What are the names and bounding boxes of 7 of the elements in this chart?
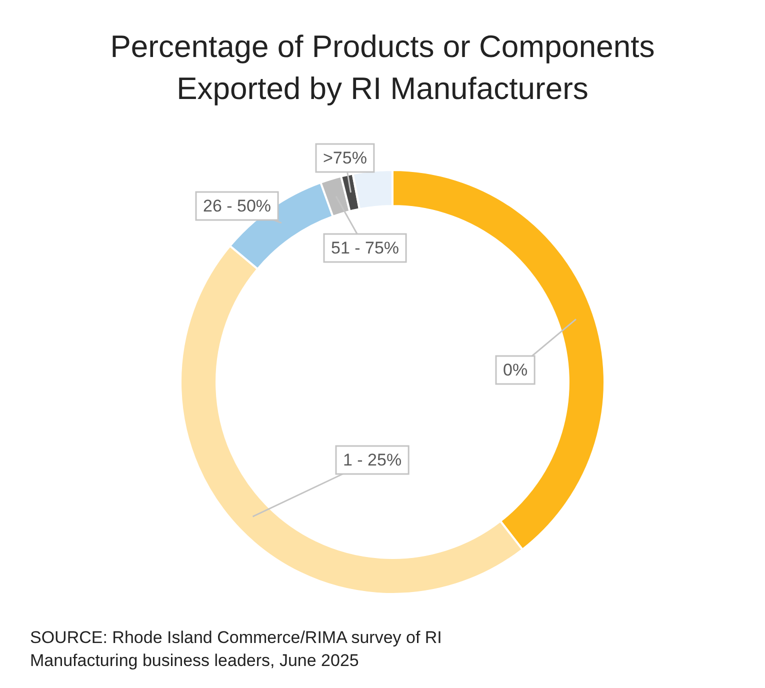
slice-label: 0% (502, 360, 528, 380)
slice-label: >75% (323, 148, 367, 168)
chart-title: Percentage of Products or Components Exported by RI Manufacturers (109, 28, 656, 108)
source-note: SOURCE: Rhode Island Commerce/RIMA survey of RI Manufacturing business leaders, June 2025 (30, 627, 443, 672)
slice-label: 1 - 25% (342, 450, 402, 470)
slice-label: 26 - 50% (202, 196, 272, 216)
slice-label: 51 - 75% (330, 238, 400, 258)
